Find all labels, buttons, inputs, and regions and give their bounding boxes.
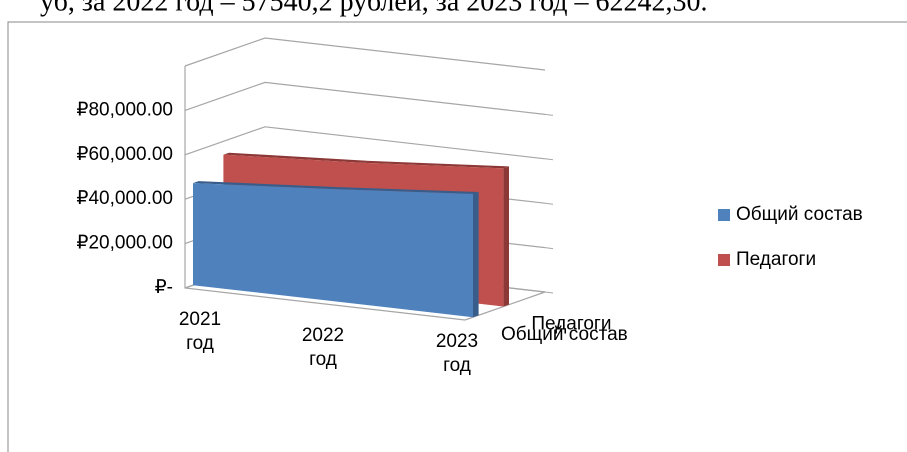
y-tick-label: ₽40,000.00 <box>76 188 173 209</box>
tick-mark <box>544 291 554 294</box>
document-text: уб, за 2022 год – 57540,2 рублей, за 202… <box>40 0 708 17</box>
tick-mark <box>544 158 554 161</box>
x-tick-label: 2022 год <box>301 325 345 370</box>
depth-label: Педагоги <box>531 314 611 335</box>
area-side <box>503 166 509 307</box>
tick-mark <box>544 113 554 116</box>
area <box>193 183 473 318</box>
legend-swatch <box>718 209 730 221</box>
grid-line <box>184 81 546 115</box>
y-tick-label: ₽60,000.00 <box>76 144 173 165</box>
area-top <box>193 181 339 190</box>
area-side <box>473 192 479 318</box>
y-tick-label: ₽- <box>155 277 173 298</box>
tick-mark <box>544 202 554 205</box>
area-top <box>333 187 479 194</box>
area-top <box>363 160 509 169</box>
y-tick-label: ₽80,000.00 <box>76 99 173 120</box>
legend-swatch <box>718 254 730 266</box>
legend-label: Педагоги <box>736 249 816 270</box>
grid-line <box>184 126 546 160</box>
tick-mark <box>544 247 554 250</box>
chart-border <box>7 21 907 452</box>
legend-label: Общий состав <box>736 204 863 225</box>
x-tick-label: 2023 год <box>435 331 479 376</box>
depth-label: Общий состав <box>501 324 628 345</box>
back-wall <box>184 37 546 71</box>
x-tick-label: 2021 год <box>178 309 222 354</box>
y-tick-label: ₽20,000.00 <box>76 233 173 254</box>
area-top <box>223 152 369 163</box>
